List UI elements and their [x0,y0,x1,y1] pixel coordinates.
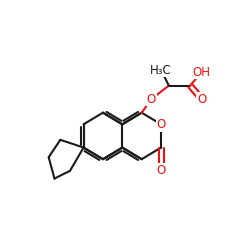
Text: H₃C: H₃C [150,64,172,76]
Text: O: O [197,93,206,106]
Text: O: O [156,164,166,177]
Text: O: O [156,118,166,131]
Text: OH: OH [193,66,211,78]
Text: O: O [147,93,156,106]
